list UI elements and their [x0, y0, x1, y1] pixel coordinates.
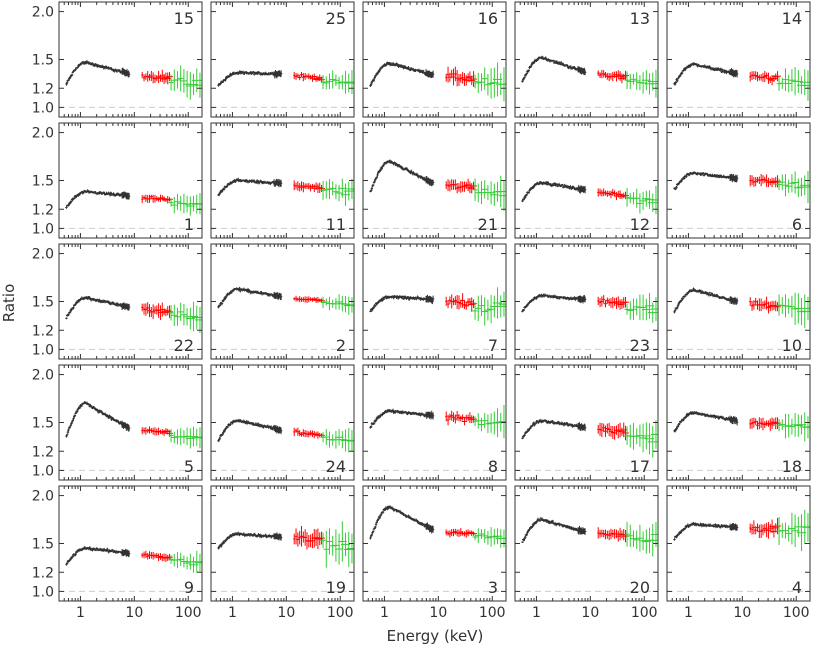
- panel-id-label: 23: [630, 336, 650, 355]
- panel-id-label: 11: [326, 215, 346, 234]
- panel-12: 12: [514, 122, 659, 239]
- panel-id-label: 15: [174, 9, 194, 28]
- y-tick-label: 1.5: [32, 295, 54, 311]
- y-tick-label: 1.2: [32, 81, 54, 97]
- panel-id-label: 1: [184, 215, 194, 234]
- panel-23: 23: [514, 243, 659, 360]
- panel-id-label: 21: [478, 215, 498, 234]
- panel-11: 11: [210, 122, 355, 239]
- panel-data: [521, 292, 658, 323]
- panel-data: [217, 69, 354, 95]
- panel-data: [521, 181, 658, 215]
- panel-data: [673, 170, 810, 204]
- panel-id-label: 14: [782, 9, 802, 28]
- y-tick-label: 1.2: [32, 323, 54, 339]
- y-tick-label: 1.5: [32, 416, 54, 432]
- panel-data: [65, 295, 202, 334]
- panel-7: 7: [362, 243, 507, 360]
- panel-data: [65, 189, 202, 216]
- panel-data: [673, 287, 810, 329]
- panel-2: 2: [210, 243, 355, 360]
- panel-id-label: 7: [488, 336, 498, 355]
- panel-data: [65, 401, 202, 449]
- panel-data: [369, 159, 506, 212]
- panel-data: [217, 286, 354, 315]
- panel-id-label: 6: [792, 215, 802, 234]
- panel-1: 1.0 1.2 1.5 2.0 1: [32, 122, 203, 239]
- panel-data: [369, 287, 506, 326]
- panel-13: 13: [514, 1, 659, 118]
- panel-22: 1.0 1.2 1.5 2.0 22: [32, 243, 203, 360]
- y-tick-label: 1.0: [32, 100, 54, 116]
- y-tick-label: 1.0: [32, 463, 54, 479]
- panel-10: 10: [666, 243, 811, 360]
- y-tick-label: 2.0: [32, 5, 54, 21]
- panel-id-label: 12: [630, 215, 650, 234]
- y-tick-label: 2.0: [32, 247, 54, 263]
- panel-data: [369, 61, 506, 102]
- y-tick-label: 1.0: [32, 342, 54, 358]
- panel-25: 25: [210, 1, 355, 118]
- y-tick-label: 1.0: [32, 221, 54, 237]
- y-tick-label: 1.2: [32, 444, 54, 460]
- panel-frame: [58, 122, 203, 239]
- panel-15: 1.0 1.2 1.5 2.0 15: [32, 1, 203, 118]
- panel-6: 6: [666, 122, 811, 239]
- panel-id-label: 10: [782, 336, 802, 355]
- y-tick-label: 2.0: [32, 368, 54, 384]
- y-tick-label: 1.2: [32, 202, 54, 218]
- y-tick-label: 1.5: [32, 174, 54, 190]
- panel-grid: 1.01.21.52.0 15 25 16 13 141.01.21.52.01 11 21 1…: [32, 1, 811, 621]
- panel-id-label: 22: [174, 336, 194, 355]
- panel-frame: [58, 364, 203, 481]
- panel-id-label: 2: [336, 336, 346, 355]
- panel-data: [217, 418, 354, 453]
- panel-24: 24: [210, 364, 355, 481]
- panel-data: [673, 62, 810, 101]
- panel-5: 1.0 1.2 1.5 2.0 5: [32, 364, 203, 481]
- panel-id-label: 25: [326, 9, 346, 28]
- panel-id-label: 13: [630, 9, 650, 28]
- panel-data: [65, 59, 202, 100]
- panel-id-label: 16: [478, 9, 498, 28]
- panel-data: [217, 177, 354, 206]
- y-tick-label: 2.0: [32, 126, 54, 142]
- panel-14: 14: [666, 1, 811, 118]
- panel-21: 21: [362, 122, 507, 239]
- panel-data: [521, 55, 658, 98]
- y-tick-label: 1.5: [32, 53, 54, 69]
- panel-16: 16: [362, 1, 507, 118]
- panel-id-label: 5: [184, 457, 194, 476]
